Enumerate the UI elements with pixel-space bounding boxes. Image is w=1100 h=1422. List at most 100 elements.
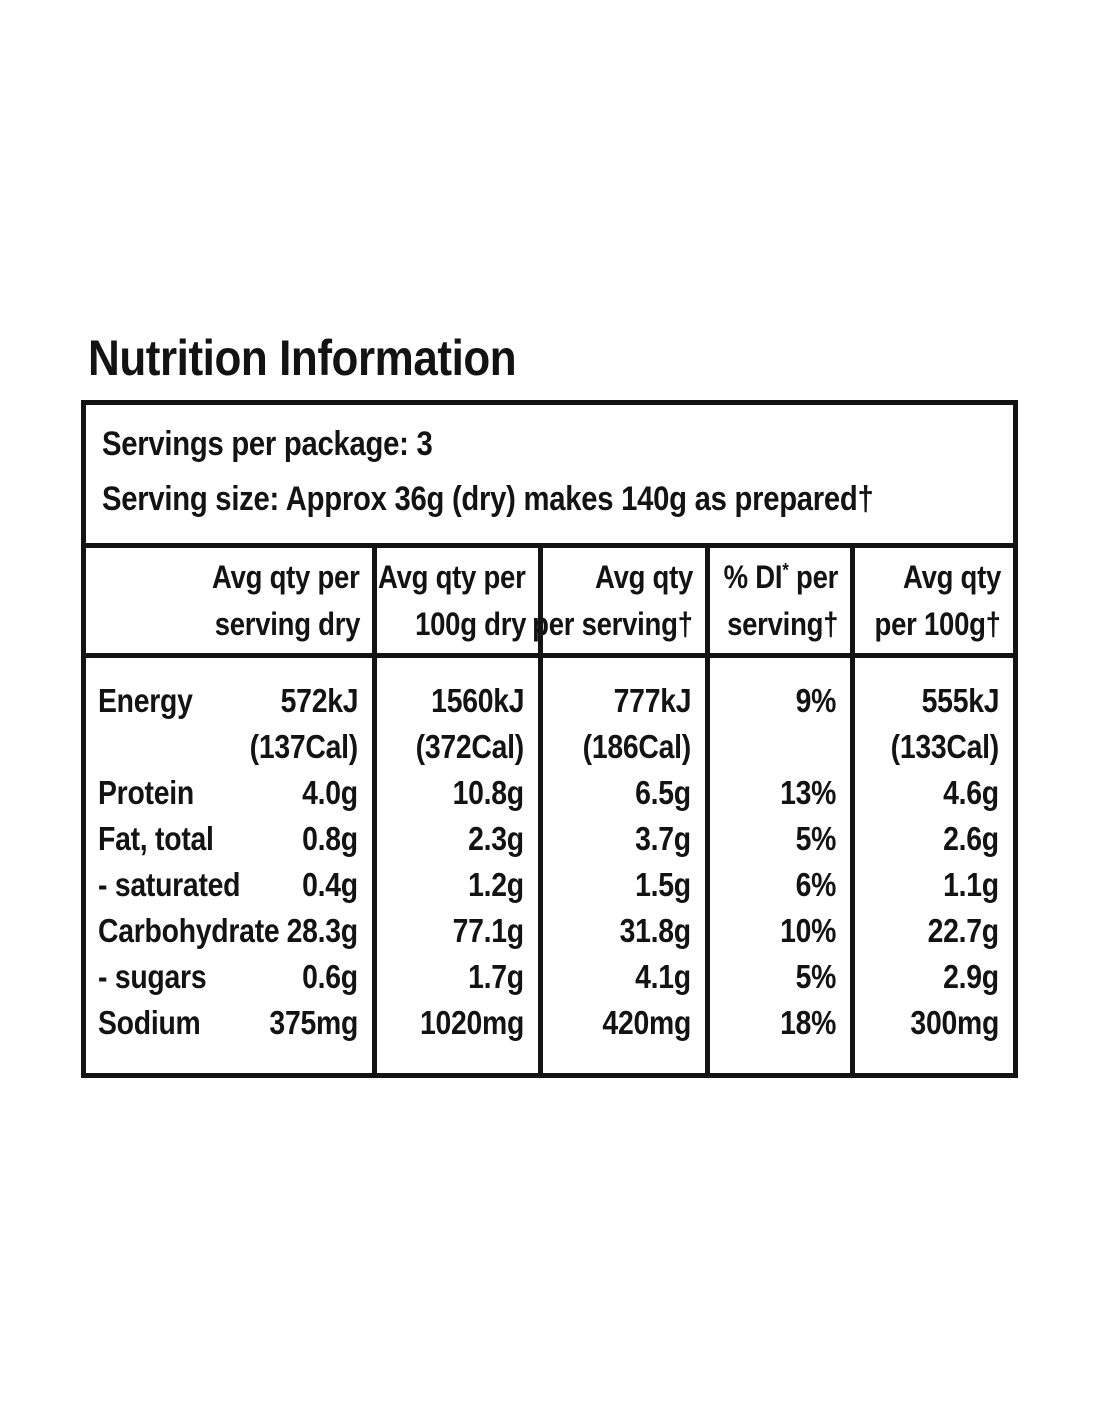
protein-di-cell: 13% xyxy=(705,770,850,816)
col-header-line: 100g dry xyxy=(414,605,526,642)
protein-nutrient-cell: Protein 4.0g xyxy=(86,770,372,816)
value-text: 77.1g xyxy=(452,912,525,949)
value-text: 300mg xyxy=(910,1004,999,1041)
col-header-line: Avg qty per xyxy=(378,558,526,595)
sugars-100g-dry-cell: 1.7g xyxy=(372,954,538,1000)
energy-per-serving-cell: 777kJ xyxy=(538,658,705,724)
energy-di-cell: 9% xyxy=(705,658,850,724)
saturated-per-100g-cell: 1.1g xyxy=(850,862,1013,908)
energy-cal-nutrient-cell: (137Cal) xyxy=(86,724,372,770)
sodium-per-serving-cell: 420mg xyxy=(538,1000,705,1073)
energy-per-100g-cell: 555kJ xyxy=(850,658,1013,724)
col-header-avg-qty-per-serving: Avg qty per serving† xyxy=(532,548,705,653)
value-text: 1.5g xyxy=(635,866,691,903)
value-text: 9% xyxy=(795,682,836,719)
value-text: 555kJ xyxy=(921,682,999,719)
value-text: (133Cal) xyxy=(890,728,1000,765)
di-label-suffix: per xyxy=(788,558,838,595)
value-text: 1560kJ xyxy=(430,682,524,719)
protein-per-100g-cell: 4.6g xyxy=(850,770,1013,816)
fat-total-per-serving-cell: 3.7g xyxy=(538,816,705,862)
value-text: 2.9g xyxy=(943,958,999,995)
value-text: 10% xyxy=(779,912,836,949)
value-text: 6.5g xyxy=(635,774,691,811)
table-body: Energy 572kJ 1560kJ 777kJ 9% 555kJ (137C… xyxy=(86,658,1013,1073)
col-header-line: Avg qty xyxy=(902,558,1001,595)
sugars-di-cell: 5% xyxy=(705,954,850,1000)
value-text: 5% xyxy=(795,820,836,857)
nutrient-name: Fat, total xyxy=(98,820,214,857)
energy-serving-dry-value: 572kJ xyxy=(280,682,358,719)
sodium-di-cell: 18% xyxy=(705,1000,850,1073)
value-text: 1.7g xyxy=(468,958,524,995)
sugars-per-serving-cell: 4.1g xyxy=(538,954,705,1000)
sugars-per-100g-cell: 2.9g xyxy=(850,954,1013,1000)
value-text: 1020mg xyxy=(419,1004,524,1041)
col-header-line: Avg qty per xyxy=(212,558,360,595)
col-header-line: per 100g† xyxy=(874,605,1001,642)
value-text: 2.3g xyxy=(468,820,524,857)
value-text: 2.6g xyxy=(943,820,999,857)
asterisk-mark: * xyxy=(782,558,789,581)
energy-cal-di-cell xyxy=(705,724,850,770)
carbohydrate-di-cell: 10% xyxy=(705,908,850,954)
energy-cal-serving-dry-value: (137Cal) xyxy=(249,728,359,765)
fat-total-100g-dry-cell: 2.3g xyxy=(372,816,538,862)
col-header-avg-qty-per-100g: Avg qty per 100g† xyxy=(850,548,1013,653)
col-header-line: serving† xyxy=(726,605,838,642)
nutrition-table: Servings per package: 3 Serving size: Ap… xyxy=(81,400,1018,1078)
value-text: 4.1g xyxy=(635,958,691,995)
saturated-nutrient-cell: - saturated 0.4g xyxy=(86,862,372,908)
value-text: 6% xyxy=(795,866,836,903)
carbohydrate-nutrient-cell: Carbohydrate 28.3g xyxy=(86,908,372,954)
energy-cal-per-100g-cell: (133Cal) xyxy=(850,724,1013,770)
carbohydrate-per-100g-cell: 22.7g xyxy=(850,908,1013,954)
col-header-line: serving dry xyxy=(214,605,360,642)
sodium-nutrient-cell: Sodium 375mg xyxy=(86,1000,372,1073)
col-header-avg-qty-per-serving-dry: Avg qty per serving dry xyxy=(86,548,372,653)
fat-total-serving-dry-value: 0.8g xyxy=(302,820,358,857)
column-header-row: Avg qty per serving dry Avg qty per 100g… xyxy=(86,548,1013,658)
value-text: 777kJ xyxy=(613,682,691,719)
col-header-line: per serving† xyxy=(532,605,693,642)
value-text: 13% xyxy=(779,774,836,811)
value-text: (372Cal) xyxy=(415,728,525,765)
nutrient-name: - saturated xyxy=(98,866,241,903)
value-text: 22.7g xyxy=(927,912,1000,949)
saturated-100g-dry-cell: 1.2g xyxy=(372,862,538,908)
energy-cal-per-serving-cell: (186Cal) xyxy=(538,724,705,770)
carbohydrate-100g-dry-cell: 77.1g xyxy=(372,908,538,954)
energy-100g-dry-cell: 1560kJ xyxy=(372,658,538,724)
value-text: 420mg xyxy=(602,1004,691,1041)
servings-per-package-text: Servings per package: 3 xyxy=(102,425,433,463)
value-text: 1.1g xyxy=(943,866,999,903)
nutrient-name: Energy xyxy=(98,682,193,719)
value-text: 4.6g xyxy=(943,774,999,811)
fat-total-di-cell: 5% xyxy=(705,816,850,862)
value-text: 3.7g xyxy=(635,820,691,857)
protein-per-serving-cell: 6.5g xyxy=(538,770,705,816)
serving-size-text: Serving size: Approx 36g (dry) makes 140… xyxy=(102,480,874,518)
fat-total-per-100g-cell: 2.6g xyxy=(850,816,1013,862)
sugars-serving-dry-value: 0.6g xyxy=(302,958,358,995)
carbohydrate-serving-dry-value: 28.3g xyxy=(286,912,359,949)
saturated-di-cell: 6% xyxy=(705,862,850,908)
value-text: 31.8g xyxy=(619,912,692,949)
value-text: 18% xyxy=(779,1004,836,1041)
di-label: % DI xyxy=(723,558,783,595)
value-text: 10.8g xyxy=(452,774,525,811)
protein-100g-dry-cell: 10.8g xyxy=(372,770,538,816)
saturated-serving-dry-value: 0.4g xyxy=(302,866,358,903)
serving-info-section: Servings per package: 3 Serving size: Ap… xyxy=(86,405,1013,548)
col-header-avg-qty-per-100g-dry: Avg qty per 100g dry xyxy=(372,548,538,653)
sodium-per-100g-cell: 300mg xyxy=(850,1000,1013,1073)
value-text: (186Cal) xyxy=(582,728,692,765)
value-text: 1.2g xyxy=(468,866,524,903)
col-header-percent-di-per-serving: % DI* per serving† xyxy=(705,548,850,653)
energy-nutrient-cell: Energy 572kJ xyxy=(86,658,372,724)
sodium-100g-dry-cell: 1020mg xyxy=(372,1000,538,1073)
fat-total-nutrient-cell: Fat, total 0.8g xyxy=(86,816,372,862)
col-header-line: % DI* per xyxy=(723,554,839,601)
value-text: 5% xyxy=(795,958,836,995)
nutrient-name: Sodium xyxy=(98,1004,201,1041)
